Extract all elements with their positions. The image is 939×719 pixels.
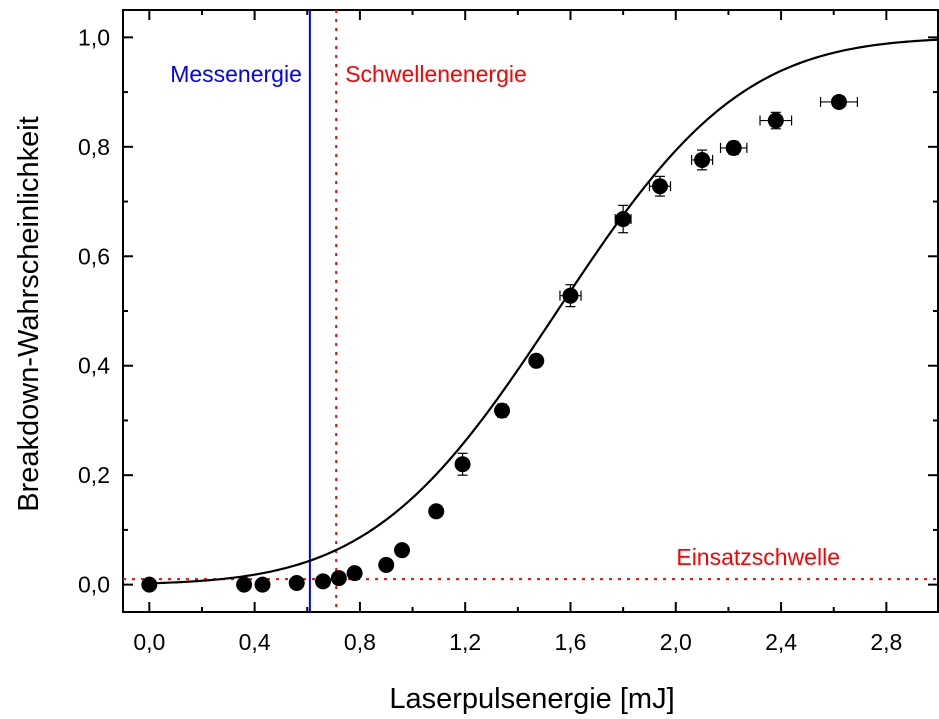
data-point [236,576,253,593]
data-point [615,211,632,228]
data-point [315,573,332,590]
data-point [694,151,711,168]
x-tick-label: 2,0 [660,629,692,655]
reference-line-label: Messenergie [170,61,302,87]
x-tick-label: 0,4 [239,629,271,655]
y-tick-label: 1,0 [78,24,110,50]
data-point [378,556,395,573]
reference-line-label: Einsatzschwelle [676,544,840,570]
data-point [651,178,668,195]
data-point [288,574,305,591]
data-point [141,576,158,593]
plot-frame [122,9,939,613]
x-axis-title: Laserpulsenergie [mJ] [389,683,674,715]
x-tick-label: 1,2 [449,629,481,655]
data-points-layer [141,93,859,593]
data-point [428,503,445,520]
y-tick-label: 0,4 [78,353,110,379]
data-point [767,112,784,129]
data-point [394,542,411,559]
fit-curve-layer [149,38,939,585]
fit-curve [149,38,939,585]
x-tick-label: 2,4 [765,629,797,655]
x-tick-label: 0,8 [344,629,376,655]
data-point [725,139,742,156]
y-tick-label: 0,0 [78,572,110,598]
x-tick-label: 1,6 [554,629,586,655]
y-tick-label: 0,8 [78,134,110,160]
data-point [562,287,579,304]
data-point [346,565,363,582]
reference-line-label: Schwellenenergie [345,61,527,87]
axes-layer [122,9,939,613]
y-axis-title: Breakdown-Wahrscheinlichkeit [13,116,45,511]
reference-lines-layer [123,10,939,612]
data-point [494,402,511,419]
x-tick-label: 0,0 [133,629,165,655]
x-tick-label: 2,8 [870,629,902,655]
text-layer: Laserpulsenergie [mJ] Breakdown-Wahrsche… [13,24,902,715]
y-tick-label: 0,6 [78,243,110,269]
data-point [528,352,545,369]
y-tick-label: 0,2 [78,462,110,488]
data-point [254,576,271,593]
data-point [830,93,847,110]
data-point [330,570,347,587]
data-point [454,456,471,473]
